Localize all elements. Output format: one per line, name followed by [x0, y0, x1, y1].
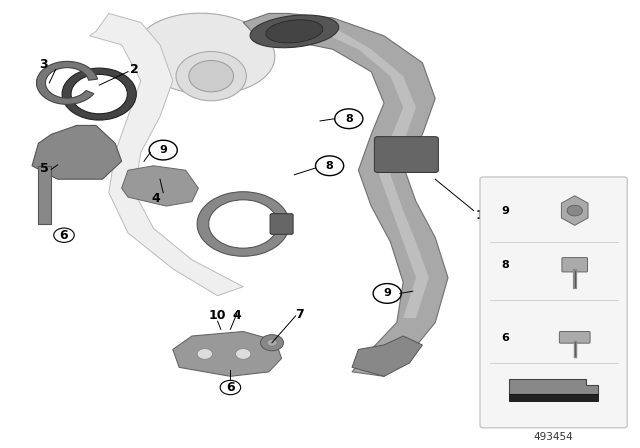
Circle shape	[236, 349, 251, 359]
Circle shape	[267, 339, 277, 346]
Circle shape	[189, 60, 234, 92]
Circle shape	[197, 349, 212, 359]
Text: 9: 9	[159, 145, 167, 155]
Text: 8: 8	[502, 260, 509, 270]
FancyBboxPatch shape	[559, 332, 590, 343]
Text: 6: 6	[60, 228, 68, 242]
Text: 7: 7	[295, 308, 304, 321]
Text: 6: 6	[502, 333, 509, 343]
FancyBboxPatch shape	[480, 177, 627, 428]
Text: 8: 8	[326, 161, 333, 171]
Polygon shape	[122, 166, 198, 206]
Ellipse shape	[250, 15, 339, 48]
Polygon shape	[352, 336, 422, 376]
Polygon shape	[243, 13, 448, 376]
Text: 493454: 493454	[534, 432, 573, 442]
Ellipse shape	[266, 20, 323, 43]
Polygon shape	[320, 27, 429, 318]
Wedge shape	[197, 192, 289, 256]
Wedge shape	[36, 61, 97, 104]
Text: 2: 2	[130, 63, 139, 76]
Circle shape	[260, 335, 284, 351]
Polygon shape	[173, 332, 282, 376]
Polygon shape	[32, 125, 122, 179]
Text: 3: 3	[39, 58, 48, 72]
Polygon shape	[509, 379, 598, 394]
Text: 9: 9	[383, 289, 391, 298]
Circle shape	[567, 205, 582, 216]
Text: 10: 10	[209, 309, 227, 323]
Polygon shape	[38, 166, 51, 224]
FancyBboxPatch shape	[270, 214, 293, 234]
Ellipse shape	[135, 13, 275, 95]
Wedge shape	[62, 68, 136, 120]
Text: 4: 4	[152, 191, 161, 205]
FancyBboxPatch shape	[374, 137, 438, 172]
Polygon shape	[509, 394, 598, 401]
Text: 5: 5	[40, 161, 49, 175]
Polygon shape	[561, 196, 588, 225]
Polygon shape	[90, 13, 243, 296]
Text: 8: 8	[345, 114, 353, 124]
Text: 1: 1	[476, 208, 484, 222]
FancyBboxPatch shape	[562, 258, 588, 272]
Circle shape	[176, 52, 246, 101]
Text: 4: 4	[232, 309, 241, 323]
Text: 6: 6	[226, 381, 235, 394]
Text: 9: 9	[502, 206, 509, 215]
